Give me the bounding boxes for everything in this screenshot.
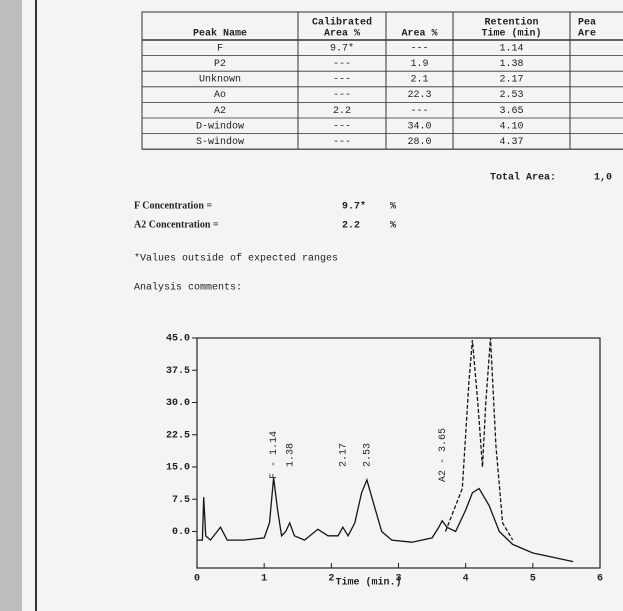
table-cell: Ao <box>214 90 226 101</box>
page: Total Area: 1,0 *Values outside of expec… <box>0 0 623 611</box>
concentration-unit: % <box>390 221 396 232</box>
table-cell: D-window <box>196 120 244 132</box>
x-tick-label: 1 <box>261 574 267 585</box>
x-axis-label: Time (min.) <box>335 577 401 589</box>
x-tick-label: 6 <box>597 574 603 585</box>
table-cell: --- <box>333 59 351 70</box>
table-header: Retention <box>484 17 538 29</box>
table-cell: 22.3 <box>407 90 431 101</box>
concentration-unit: % <box>390 202 396 213</box>
table-cell: S-window <box>196 136 244 148</box>
table-cell: --- <box>410 43 428 54</box>
table-cell: 34.0 <box>407 121 431 132</box>
table-cell: 28.0 <box>407 137 431 148</box>
paper <box>22 0 623 611</box>
total-area-value: 1,0 <box>594 173 612 184</box>
table-cell: Unknown <box>199 74 241 86</box>
peak-label: F - 1.14 <box>269 431 280 479</box>
total-area-label: Total Area: <box>490 172 556 184</box>
concentration-label: F Concentration = <box>134 200 212 211</box>
table-cell: 1.9 <box>410 59 428 70</box>
table-cell: P2 <box>214 59 226 70</box>
x-tick-label: 2 <box>328 574 334 585</box>
concentration-value: 9.7* <box>342 201 366 213</box>
table-cell: A2 <box>214 106 226 117</box>
peak-label: 2.53 <box>363 443 374 467</box>
x-tick-label: 5 <box>530 574 536 585</box>
table-header: Are <box>578 29 596 40</box>
table-cell: 1.14 <box>499 43 523 54</box>
table-cell: 4.10 <box>499 121 523 132</box>
table-cell: 9.7* <box>330 42 354 54</box>
table-header: Area % <box>324 29 360 40</box>
y-tick-label: 15.0 <box>166 463 190 474</box>
table-header: Pea <box>578 18 596 29</box>
table-cell: 2.1 <box>410 75 428 86</box>
y-tick-label: 30.0 <box>166 398 190 409</box>
note: *Values outside of expected ranges <box>134 253 338 265</box>
x-tick-label: 0 <box>194 574 200 585</box>
table-cell: --- <box>333 75 351 86</box>
concentration-value: 2.2 <box>342 221 360 232</box>
table-cell: 1.38 <box>499 59 523 70</box>
table-cell: --- <box>333 137 351 148</box>
y-tick-label: 7.5 <box>172 495 190 506</box>
table-header: Calibrated <box>312 17 372 29</box>
y-tick-label: 45.0 <box>166 334 190 345</box>
table-header: Peak Name <box>193 28 247 40</box>
y-tick-label: 0.0 <box>172 527 190 538</box>
table-cell: --- <box>410 106 428 117</box>
table-header: Time (min) <box>481 28 541 40</box>
concentration-label: A2 Concentration = <box>134 219 219 230</box>
table-cell: --- <box>333 90 351 101</box>
table-cell: 4.37 <box>499 137 523 148</box>
table-cell: 2.17 <box>499 75 523 86</box>
table-cell: 2.2 <box>333 106 351 117</box>
peak-label: A2 - 3.65 <box>438 428 449 482</box>
x-tick-label: 4 <box>463 574 469 585</box>
table-cell: 3.65 <box>499 106 523 117</box>
table-header: Area % <box>401 29 437 40</box>
peak-label: 1.38 <box>285 443 296 467</box>
y-tick-label: 37.5 <box>166 366 190 377</box>
peak-label: 2.17 <box>338 443 349 467</box>
table-cell: --- <box>333 121 351 132</box>
table-cell: F <box>217 43 223 54</box>
y-tick-label: 22.5 <box>166 430 190 441</box>
table-cell: 2.53 <box>499 90 523 101</box>
comments: Analysis comments: <box>134 282 242 294</box>
